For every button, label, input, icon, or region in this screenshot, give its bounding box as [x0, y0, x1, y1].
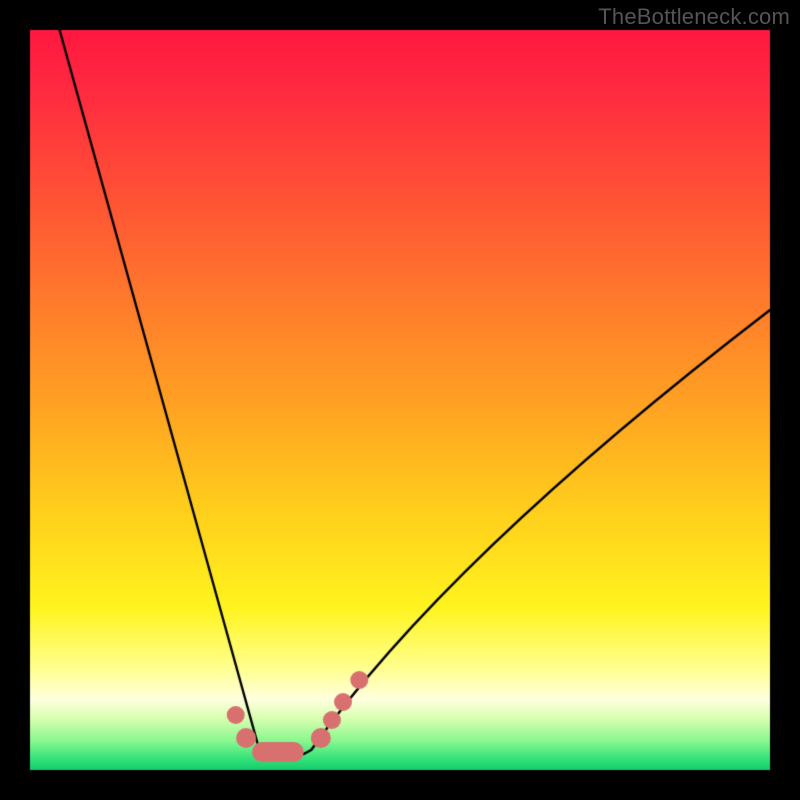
bottleneck-chart-canvas	[0, 0, 800, 800]
watermark-label: TheBottleneck.com	[598, 4, 790, 30]
